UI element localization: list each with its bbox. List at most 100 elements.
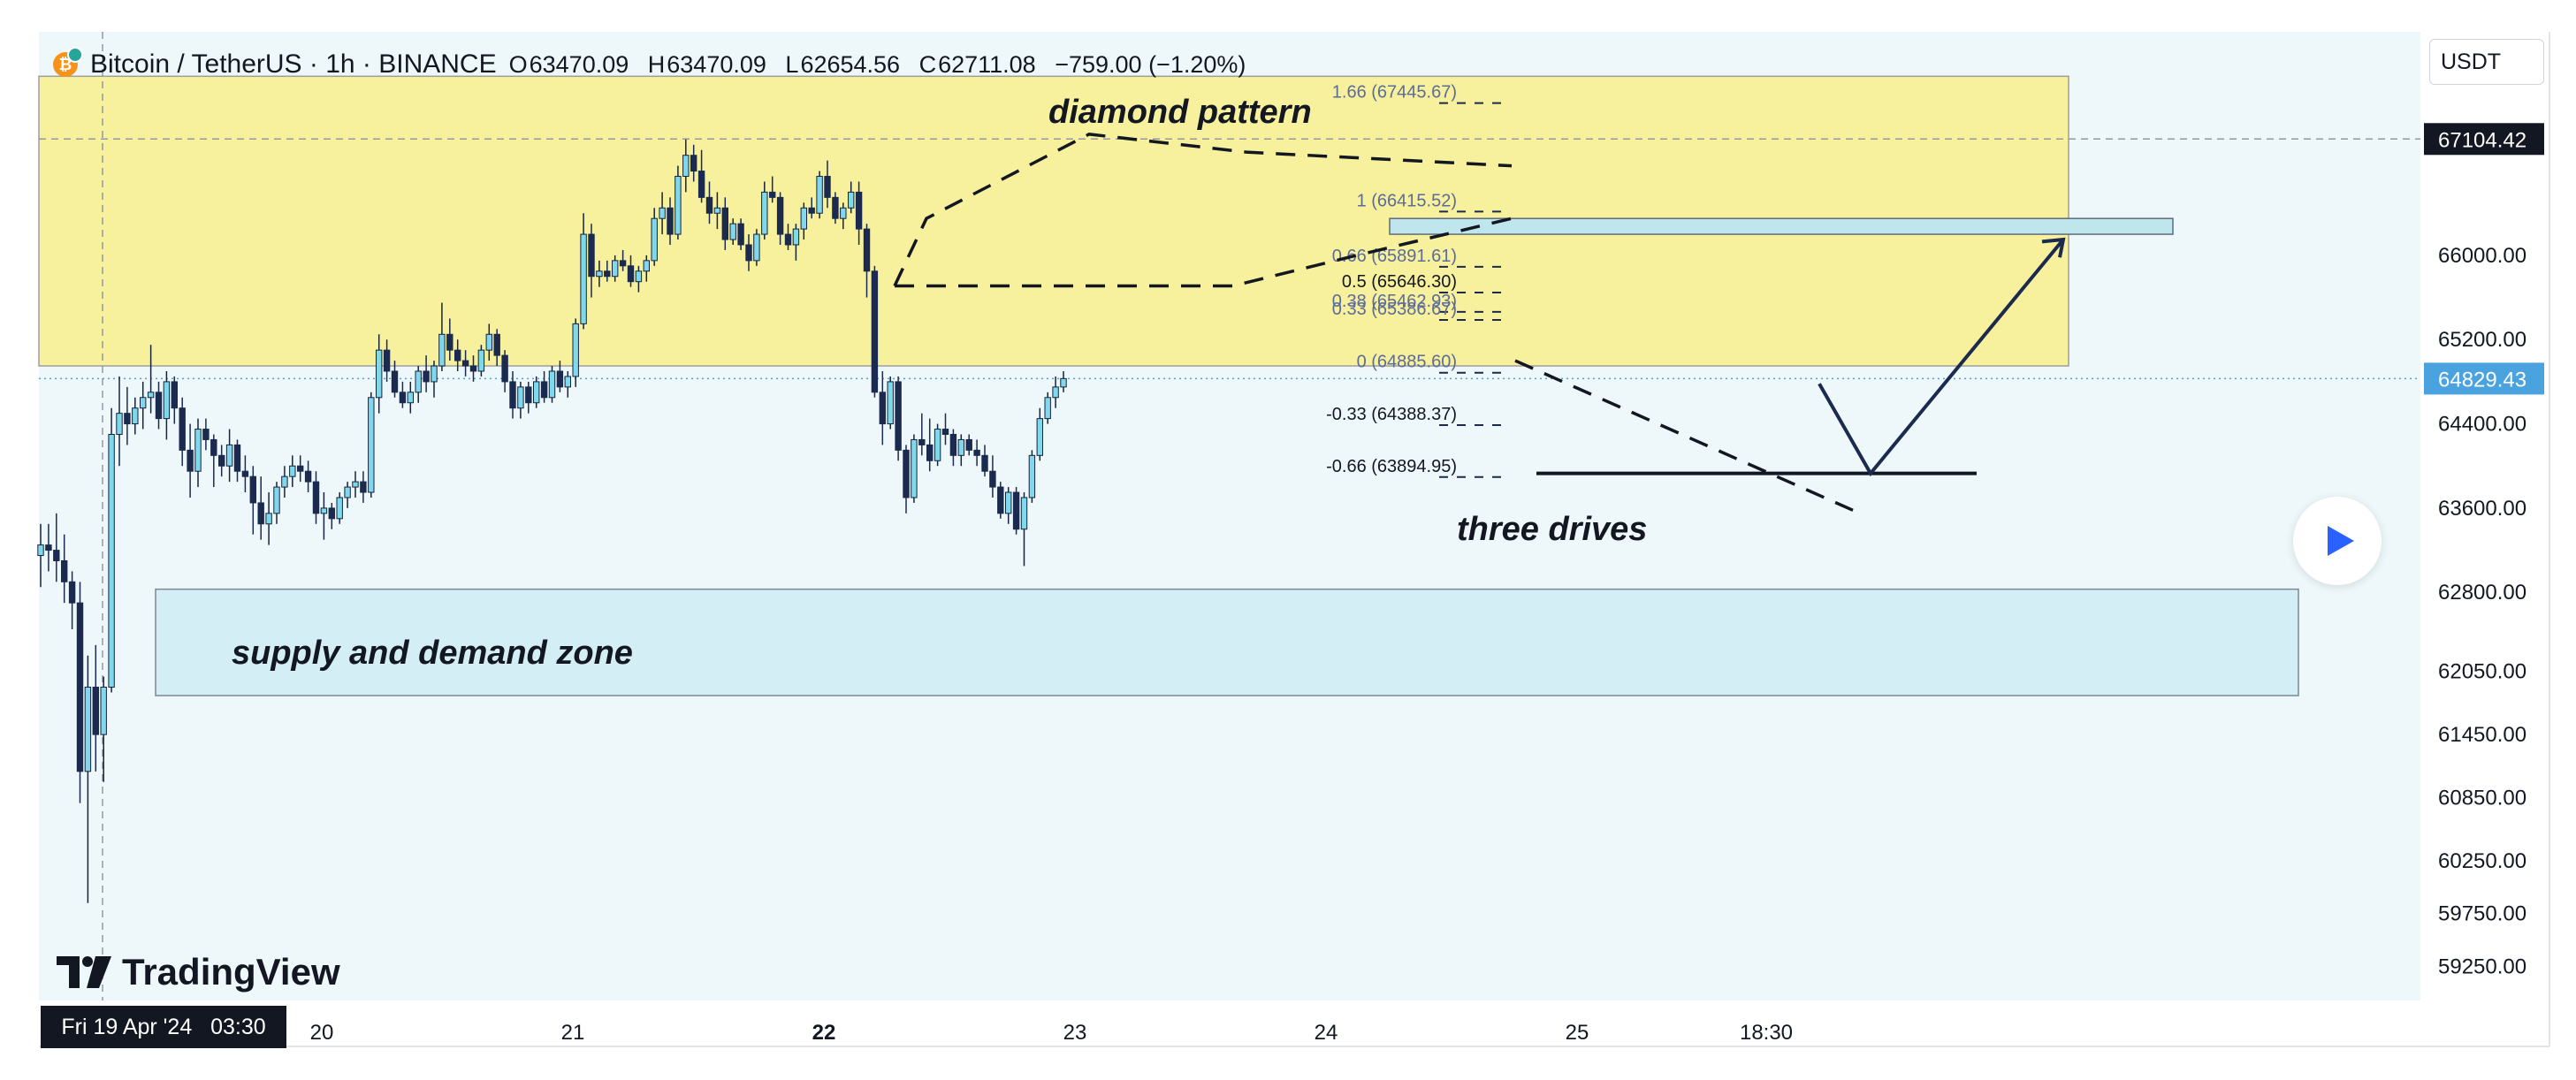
candle-body[interactable] xyxy=(383,349,391,372)
candle-body[interactable] xyxy=(769,191,776,198)
candle-body[interactable] xyxy=(124,413,131,425)
candle-body[interactable] xyxy=(140,397,147,409)
candle-body[interactable] xyxy=(753,233,760,262)
currency-selector[interactable]: USDT xyxy=(2429,39,2544,85)
candle-body[interactable] xyxy=(903,449,910,498)
candle-body[interactable] xyxy=(485,333,492,351)
candle-body[interactable] xyxy=(116,413,123,435)
candle-body[interactable] xyxy=(863,228,871,272)
candle-body[interactable] xyxy=(147,392,155,399)
candle-body[interactable] xyxy=(572,323,579,377)
candle-body[interactable] xyxy=(273,486,280,514)
target-zone[interactable] xyxy=(1389,217,2174,235)
candle-body[interactable] xyxy=(659,207,666,219)
candle-body[interactable] xyxy=(848,191,855,209)
candle-body[interactable] xyxy=(68,581,76,604)
candle-body[interactable] xyxy=(289,465,296,477)
candle-body[interactable] xyxy=(1052,386,1059,399)
candle-body[interactable] xyxy=(61,559,68,582)
candle-body[interactable] xyxy=(604,270,611,278)
candle-body[interactable] xyxy=(218,454,225,467)
candle-body[interactable] xyxy=(37,544,44,557)
candle-body[interactable] xyxy=(871,270,879,393)
candle-body[interactable] xyxy=(997,486,1004,514)
candle-body[interactable] xyxy=(776,196,784,235)
candle-body[interactable] xyxy=(949,433,957,456)
candle-body[interactable] xyxy=(225,444,233,467)
candle-body[interactable] xyxy=(745,244,752,262)
candle-body[interactable] xyxy=(619,260,627,267)
candle-body[interactable] xyxy=(194,429,202,472)
candle-body[interactable] xyxy=(989,470,996,488)
candle-body[interactable] xyxy=(352,481,359,488)
candle-body[interactable] xyxy=(509,381,516,409)
candle-body[interactable] xyxy=(840,207,847,219)
candle-body[interactable] xyxy=(108,433,115,688)
candle-body[interactable] xyxy=(941,429,949,435)
candle-body[interactable] xyxy=(596,270,603,278)
candle-body[interactable] xyxy=(588,233,595,278)
candle-body[interactable] xyxy=(100,686,107,735)
candle-body[interactable] xyxy=(816,176,823,214)
candle-body[interactable] xyxy=(360,481,367,493)
candle-body[interactable] xyxy=(132,407,139,425)
candle-body[interactable] xyxy=(84,686,92,772)
candle-body[interactable] xyxy=(729,223,736,240)
candle-body[interactable] xyxy=(1060,377,1067,388)
candle-body[interactable] xyxy=(667,207,674,235)
candle-body[interactable] xyxy=(328,507,336,520)
candle-body[interactable] xyxy=(564,376,571,388)
candle-body[interactable] xyxy=(580,233,587,324)
candle-body[interactable] xyxy=(1005,491,1012,514)
candle-body[interactable] xyxy=(257,502,264,525)
candle-body[interactable] xyxy=(635,270,643,283)
candle-body[interactable] xyxy=(824,176,831,198)
candle-body[interactable] xyxy=(163,381,171,420)
candle-body[interactable] xyxy=(202,429,210,440)
candle-body[interactable] xyxy=(697,171,705,198)
candle-body[interactable] xyxy=(682,155,690,178)
candle-body[interactable] xyxy=(431,365,438,383)
candle-body[interactable] xyxy=(855,191,863,230)
candle-body[interactable] xyxy=(651,217,658,262)
candle-body[interactable] xyxy=(45,544,52,551)
candle-body[interactable] xyxy=(832,196,839,219)
candle-body[interactable] xyxy=(792,228,800,246)
candle-body[interactable] xyxy=(713,207,721,214)
candle-body[interactable] xyxy=(879,392,886,425)
candle-body[interactable] xyxy=(934,429,941,461)
candle-body[interactable] xyxy=(533,381,540,404)
candle-body[interactable] xyxy=(76,602,84,772)
candle-body[interactable] xyxy=(415,370,422,393)
candle-body[interactable] xyxy=(320,507,328,514)
candle-body[interactable] xyxy=(525,386,532,404)
candle-body[interactable] xyxy=(800,207,807,230)
candle-body[interactable] xyxy=(674,176,682,235)
candle-body[interactable] xyxy=(548,370,556,399)
candle-body[interactable] xyxy=(265,513,272,525)
supply-demand-zone[interactable] xyxy=(155,588,2299,696)
candle-body[interactable] xyxy=(249,475,257,504)
candle-body[interactable] xyxy=(281,475,288,488)
candle-body[interactable] xyxy=(1012,491,1020,530)
candle-body[interactable] xyxy=(297,465,304,472)
candle-body[interactable] xyxy=(233,444,241,472)
candle-body[interactable] xyxy=(179,407,186,451)
candle-body[interactable] xyxy=(399,392,407,404)
candle-body[interactable] xyxy=(368,397,375,493)
candle-body[interactable] xyxy=(344,486,351,498)
candle-body[interactable] xyxy=(517,386,524,409)
candle-body[interactable] xyxy=(1044,397,1051,420)
candle-body[interactable] xyxy=(312,481,320,514)
candle-body[interactable] xyxy=(627,265,635,283)
candle-body[interactable] xyxy=(187,449,194,472)
candle-body[interactable] xyxy=(1028,454,1036,498)
candle-body[interactable] xyxy=(926,444,934,461)
candle-body[interactable] xyxy=(92,686,99,735)
candle-body[interactable] xyxy=(911,438,918,498)
candle-body[interactable] xyxy=(556,370,564,388)
candle-body[interactable] xyxy=(53,550,60,561)
candle-body[interactable] xyxy=(477,349,485,372)
candle-body[interactable] xyxy=(501,354,508,383)
candle-body[interactable] xyxy=(1036,418,1043,456)
